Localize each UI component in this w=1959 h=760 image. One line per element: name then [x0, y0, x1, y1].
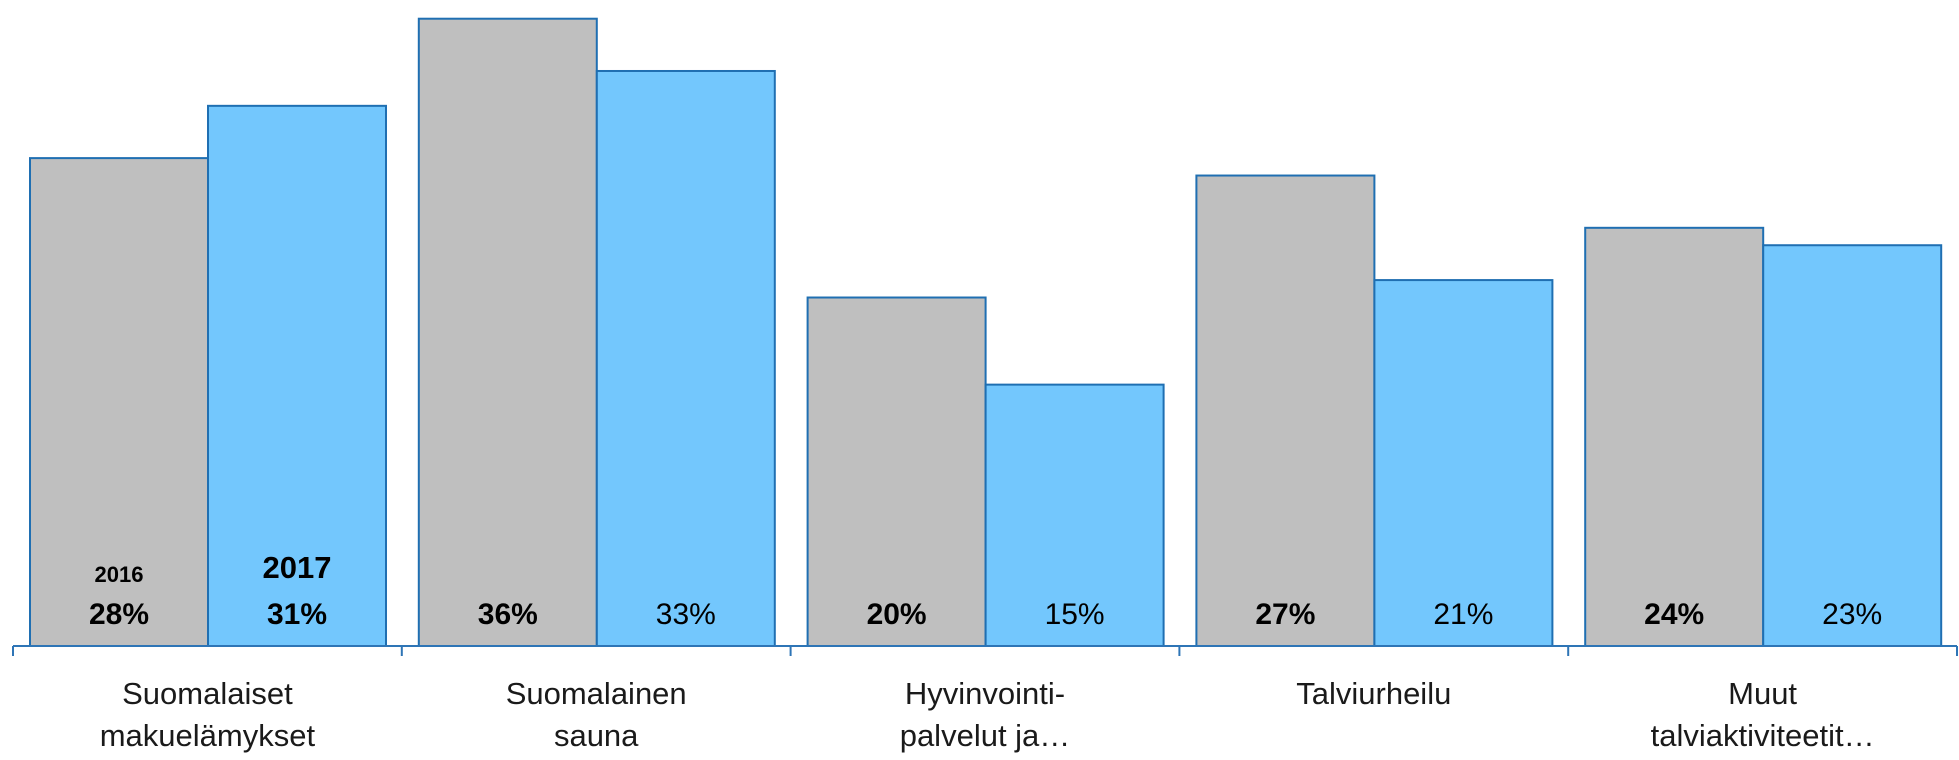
bar-2016-1	[417, 17, 598, 647]
value-label-2017-4: 23%	[1822, 598, 1882, 631]
value-label-2016-0: 28%	[89, 598, 149, 631]
legend-label-2017: 2017	[263, 550, 332, 585]
value-label-2017-3: 21%	[1433, 598, 1493, 631]
x-axis	[12, 645, 1958, 656]
category-label-4-line-1: talviaktiviteetit…	[1651, 718, 1875, 753]
bar-2016-0	[29, 157, 209, 647]
category-label-1-line-0: Suomalainen	[506, 676, 687, 711]
bar-2016-2	[806, 296, 987, 647]
value-label-2017-0: 31%	[267, 598, 327, 631]
bar-2017-0	[207, 104, 387, 647]
category-label-0-line-0: Suomalaiset	[122, 676, 293, 711]
bar-2017-1	[595, 69, 776, 647]
value-label-2016-4: 24%	[1644, 598, 1704, 631]
bar-2016-4	[1584, 226, 1765, 647]
category-label-4-line-0: Muut	[1728, 676, 1797, 711]
category-label-2-line-0: Hyvinvointi-	[905, 676, 1065, 711]
bar-2016-3	[1195, 174, 1376, 647]
value-label-2016-3: 27%	[1255, 598, 1315, 631]
category-label-0-line-1: makuelämykset	[100, 718, 316, 753]
category-label-3-line-0: Talviurheilu	[1296, 676, 1451, 711]
category-label-1-line-1: sauna	[554, 718, 639, 753]
value-label-2016-1: 36%	[478, 598, 538, 631]
value-label-2016-2: 20%	[867, 598, 927, 631]
labels-layer: 28% 2016 31% 2017 Suomalaiset makuelämykset 36…	[89, 550, 1882, 753]
bar-2017-2	[984, 383, 1165, 647]
value-label-2017-1: 33%	[656, 598, 716, 631]
legend-label-2016: 2016	[95, 562, 144, 587]
bar-2017-4	[1762, 244, 1943, 647]
bar-2017-3	[1373, 279, 1554, 647]
bars-layer	[29, 17, 1943, 647]
category-label-2-line-1: palvelut ja…	[900, 718, 1071, 753]
value-label-2017-2: 15%	[1045, 598, 1105, 631]
